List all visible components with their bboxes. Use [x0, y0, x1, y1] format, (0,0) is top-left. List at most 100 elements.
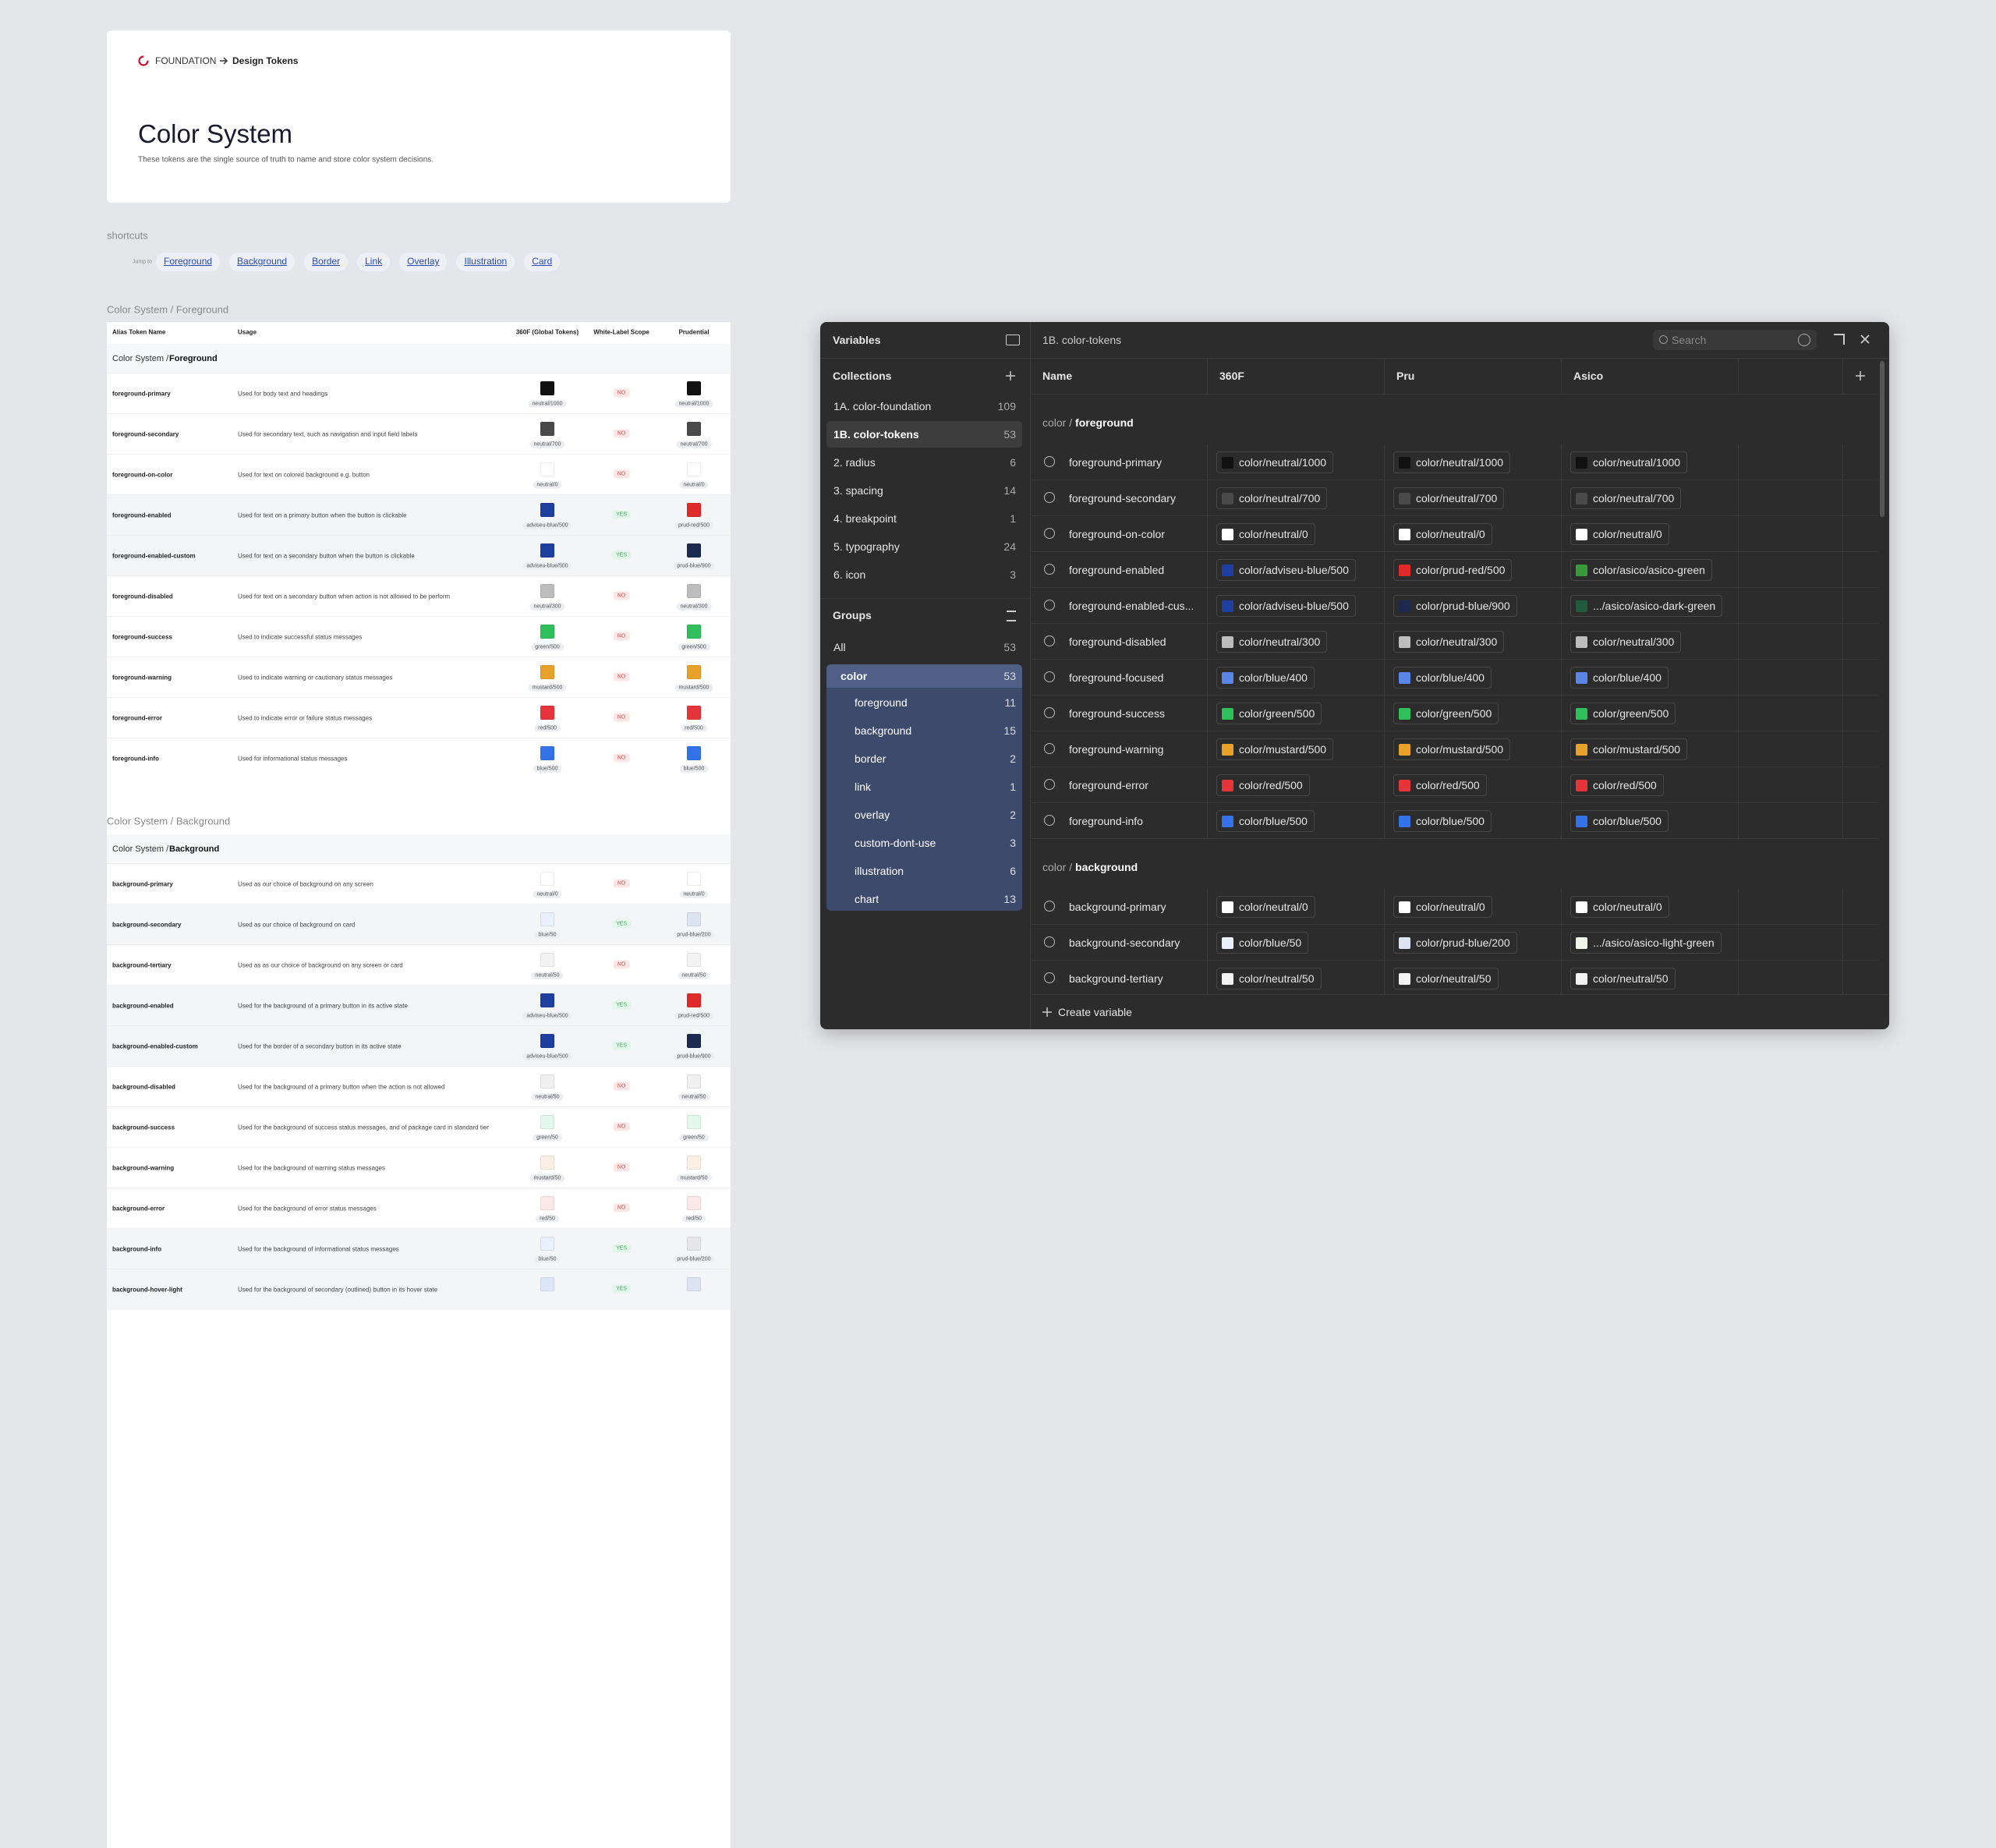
shortcut-link[interactable]: Overlay — [399, 253, 448, 271]
subgroup-item[interactable]: border 2 — [826, 745, 1022, 772]
subgroup-item[interactable]: foreground 11 — [826, 689, 1022, 716]
token-chip[interactable]: color/neutral/1000 — [1393, 451, 1511, 473]
token-chip[interactable]: color/blue/400 — [1570, 667, 1669, 689]
token-label: prud-blue/200 — [673, 931, 715, 939]
token-chip[interactable]: color/blue/500 — [1570, 810, 1669, 832]
token-chip[interactable]: color/blue/500 — [1216, 810, 1315, 832]
chip-swatch — [1222, 937, 1233, 949]
chip-label: color/blue/500 — [1239, 815, 1308, 827]
token-chip[interactable]: color/blue/500 — [1393, 810, 1492, 832]
swatch — [540, 872, 554, 886]
token-chip[interactable]: color/neutral/1000 — [1570, 451, 1688, 473]
shortcut-link[interactable]: Background — [229, 253, 296, 271]
cell-divider — [1384, 588, 1385, 624]
shortcut-link[interactable]: Illustration — [456, 253, 515, 271]
group-item[interactable]: All 53 — [826, 634, 1022, 660]
swatch — [540, 381, 554, 395]
collection-item[interactable]: 2. radius 6 — [826, 449, 1022, 476]
token-chip[interactable]: color/green/500 — [1393, 703, 1499, 724]
token-chip[interactable]: color/green/500 — [1216, 703, 1322, 724]
variable-icon — [1044, 972, 1055, 983]
token-chip[interactable]: color/asico/asico-green — [1570, 559, 1712, 581]
swatch — [687, 993, 701, 1007]
shortcut-link[interactable]: Link — [357, 253, 391, 271]
token-chip[interactable]: color/neutral/1000 — [1216, 451, 1334, 473]
token-chip[interactable]: color/mustard/500 — [1216, 738, 1334, 760]
collection-item[interactable]: 4. breakpoint 1 — [826, 505, 1022, 532]
subgroup-item[interactable]: background 15 — [826, 717, 1022, 744]
column-header: Prudential — [678, 328, 710, 336]
token-chip[interactable]: color/green/500 — [1570, 703, 1676, 724]
group-item[interactable]: color 53 — [826, 664, 1022, 688]
panel-title: Variables — [833, 334, 881, 346]
token-chip[interactable]: color/blue/400 — [1216, 667, 1315, 689]
token-chip[interactable]: .../asico/asico-light-green — [1570, 932, 1722, 954]
group-sort[interactable] — [1007, 611, 1016, 621]
search-box[interactable]: Search — [1653, 330, 1817, 350]
token-name: foreground-on-color — [112, 471, 173, 479]
add-collection[interactable] — [1005, 370, 1016, 381]
token-chip[interactable]: color/mustard/500 — [1393, 738, 1511, 760]
token-chip[interactable]: .../asico/asico-dark-green — [1570, 595, 1723, 617]
token-chip[interactable]: color/neutral/0 — [1216, 896, 1315, 918]
token-chip[interactable]: color/red/500 — [1393, 774, 1487, 796]
token-chip[interactable]: color/mustard/500 — [1570, 738, 1688, 760]
cell-divider — [1384, 731, 1385, 767]
token-chip[interactable]: color/adviseu-blue/500 — [1216, 595, 1356, 617]
subgroup-item[interactable]: custom-dont-use 3 — [826, 830, 1022, 856]
sidebar-toggle[interactable] — [1006, 335, 1020, 345]
cell-divider — [1561, 731, 1562, 767]
shortcut-link[interactable]: Card — [524, 253, 561, 271]
subgroup-item[interactable]: illustration 6 — [826, 858, 1022, 884]
token-chip[interactable]: color/neutral/300 — [1570, 631, 1682, 653]
token-chip[interactable]: color/neutral/0 — [1570, 523, 1669, 545]
shortcut-link[interactable]: Foreground — [156, 253, 221, 271]
add-mode[interactable] — [1855, 370, 1866, 381]
chip-label: color/blue/50 — [1239, 936, 1302, 949]
scope-badge: NO — [613, 879, 630, 888]
subgroup-item[interactable]: link 1 — [826, 774, 1022, 800]
expand-button[interactable] — [1834, 334, 1845, 345]
token-chip[interactable]: color/neutral/0 — [1393, 896, 1492, 918]
cell-divider — [1842, 889, 1843, 925]
group-count: 53 — [1003, 670, 1016, 682]
token-chip[interactable]: color/neutral/700 — [1393, 487, 1505, 509]
token-chip[interactable]: color/neutral/0 — [1216, 523, 1315, 545]
create-variable[interactable]: Create variable — [1042, 1004, 1132, 1021]
token-chip[interactable]: color/prud-blue/900 — [1393, 595, 1517, 617]
token-label: blue/500 — [679, 765, 709, 773]
collection-item[interactable]: 1A. color-foundation 109 — [826, 393, 1022, 420]
token-chip[interactable]: color/neutral/700 — [1216, 487, 1328, 509]
collection-item[interactable]: 5. typography 24 — [826, 533, 1022, 560]
cell-divider — [1842, 444, 1843, 480]
token-chip[interactable]: color/neutral/0 — [1570, 896, 1669, 918]
token-chip[interactable]: color/prud-red/500 — [1393, 559, 1513, 581]
token-chip[interactable]: color/neutral/50 — [1570, 968, 1676, 989]
chip-label: color/mustard/500 — [1593, 743, 1681, 756]
token-label: neutral/0 — [679, 481, 709, 489]
token-chip[interactable]: color/blue/400 — [1393, 667, 1492, 689]
token-chip[interactable]: color/neutral/700 — [1570, 487, 1682, 509]
collection-item[interactable]: 3. spacing 14 — [826, 477, 1022, 504]
token-chip[interactable]: color/adviseu-blue/500 — [1216, 559, 1356, 581]
subgroup-item[interactable]: overlay 2 — [826, 802, 1022, 828]
token-chip[interactable]: color/neutral/50 — [1393, 968, 1499, 989]
token-label: red/50 — [682, 1215, 706, 1223]
token-chip[interactable]: color/blue/50 — [1216, 932, 1309, 954]
token-chip[interactable]: color/red/500 — [1216, 774, 1310, 796]
shortcut-link[interactable]: Border — [304, 253, 349, 271]
close-button[interactable] — [1859, 333, 1871, 345]
token-chip[interactable]: color/neutral/300 — [1216, 631, 1328, 653]
token-chip[interactable]: color/prud-blue/200 — [1393, 932, 1517, 954]
chip-swatch — [1222, 600, 1233, 612]
subgroup-item[interactable]: chart 13 — [826, 886, 1022, 912]
token-chip[interactable]: color/neutral/300 — [1393, 631, 1505, 653]
token-chip[interactable]: color/red/500 — [1570, 774, 1664, 796]
collection-item[interactable]: 1B. color-tokens 53 — [826, 421, 1022, 448]
token-chip[interactable]: color/neutral/0 — [1393, 523, 1492, 545]
cell-divider — [1384, 552, 1385, 588]
token-chip[interactable]: color/neutral/50 — [1216, 968, 1322, 989]
collection-item[interactable]: 6. icon 3 — [826, 561, 1022, 588]
cell-divider — [1384, 803, 1385, 839]
divider — [820, 358, 1889, 359]
